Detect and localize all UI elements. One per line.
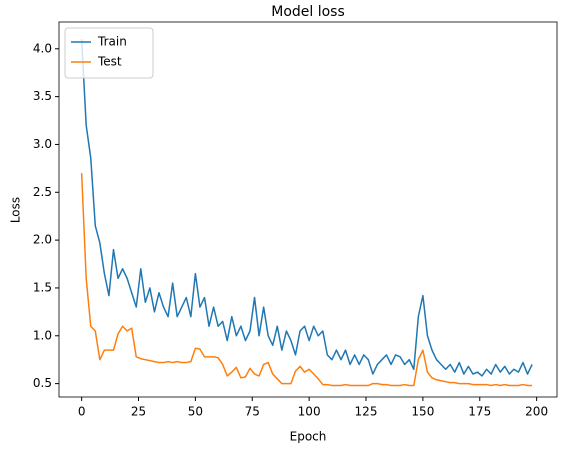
x-tick-label: 200 xyxy=(525,405,548,419)
x-tick-label: 50 xyxy=(188,405,203,419)
x-tick-label: 150 xyxy=(411,405,434,419)
x-tick-label: 0 xyxy=(78,405,86,419)
x-tick-label: 75 xyxy=(245,405,260,419)
y-axis-label: Loss xyxy=(9,197,23,223)
line-series xyxy=(80,39,533,377)
y-tick-label: 1.0 xyxy=(33,328,52,342)
x-tick-label: 125 xyxy=(355,405,378,419)
y-tick-label: 2.0 xyxy=(33,233,52,247)
x-tick-label: 100 xyxy=(298,405,321,419)
x-tick-label: 175 xyxy=(468,405,491,419)
y-tick-label: 0.5 xyxy=(33,376,52,390)
y-tick-label: 2.5 xyxy=(33,185,52,199)
y-tick-label: 1.5 xyxy=(33,280,52,294)
line-series xyxy=(80,173,533,387)
chart-title: Model loss xyxy=(271,4,345,20)
y-tick-label: 4.0 xyxy=(33,41,52,55)
axes-frame xyxy=(58,21,558,398)
x-axis-label: Epoch xyxy=(290,430,327,444)
y-tick-label: 3.5 xyxy=(33,89,52,103)
y-tick-label: 3.0 xyxy=(33,137,52,151)
x-tick-label: 25 xyxy=(131,405,146,419)
legend-label: Test xyxy=(97,55,122,69)
legend-label: Train xyxy=(97,35,127,49)
legend-box xyxy=(64,27,154,79)
